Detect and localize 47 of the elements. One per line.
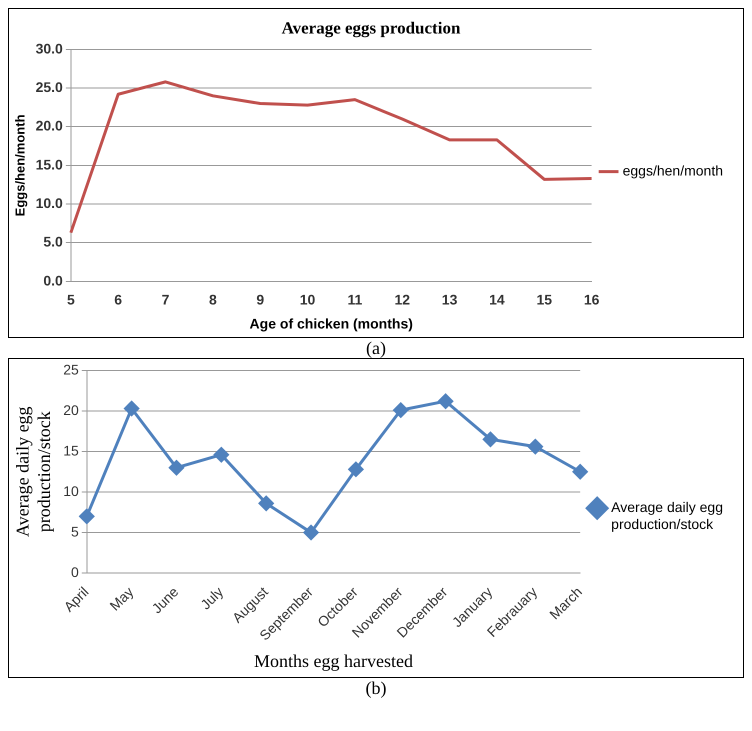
y-tick-label: 5 — [70, 523, 79, 540]
legend-label: eggs/hen/month — [622, 162, 723, 178]
point — [482, 432, 498, 447]
x-tick-label: 15 — [536, 292, 552, 308]
point — [79, 508, 94, 524]
x-tick-label: 10 — [300, 292, 316, 308]
point — [214, 447, 229, 462]
chart-title: Average eggs production — [282, 18, 461, 38]
y-tick-label: 30.0 — [36, 40, 64, 56]
point — [572, 464, 588, 480]
x-tick-label: 6 — [114, 292, 122, 308]
x-tick-label: 11 — [347, 292, 362, 308]
point — [304, 525, 319, 540]
point — [438, 394, 454, 409]
y-tick-label: 0 — [70, 564, 79, 580]
y-axis-title: Average daily egg production/stock — [12, 406, 54, 538]
y-tick-label: 15 — [63, 442, 79, 458]
x-tick-label: 9 — [256, 292, 264, 308]
y-tick-label: 25 — [63, 361, 79, 378]
point — [168, 460, 184, 476]
legend-label: Average daily egg production/stock — [611, 499, 724, 532]
x-tick-label: 13 — [442, 292, 458, 308]
point — [258, 496, 274, 511]
x-tick-label: 12 — [394, 292, 410, 308]
x-axis-title: Months egg harvested — [254, 650, 413, 671]
y-tick-label: 15.0 — [36, 156, 64, 172]
y-tick-label: 20.0 — [36, 118, 64, 134]
y-tick-label: 10.0 — [36, 194, 64, 211]
point — [528, 439, 543, 454]
x-tick-label: 16 — [584, 292, 600, 308]
y-tick-label: 20 — [63, 402, 79, 418]
x-tick-label: 7 — [162, 292, 170, 308]
y-tick-label: 10 — [63, 482, 79, 499]
text: (b) — [364, 678, 388, 698]
point — [348, 462, 364, 477]
y-tick-label: 25.0 — [36, 78, 64, 95]
point — [124, 401, 140, 416]
text: (a) — [365, 338, 387, 358]
x-tick-label: 14 — [489, 292, 505, 308]
x-tick-label: July — [197, 584, 226, 612]
x-axis-title: Age of chicken (months) — [250, 315, 413, 332]
x-tick-label: May — [106, 584, 136, 614]
y-tick-label: 0.0 — [43, 272, 64, 288]
point — [393, 402, 408, 418]
y-tick-label: 5.0 — [43, 234, 64, 250]
x-tick-label: 8 — [208, 292, 217, 308]
y-axis-title: Eggs/hen/month — [12, 114, 28, 216]
